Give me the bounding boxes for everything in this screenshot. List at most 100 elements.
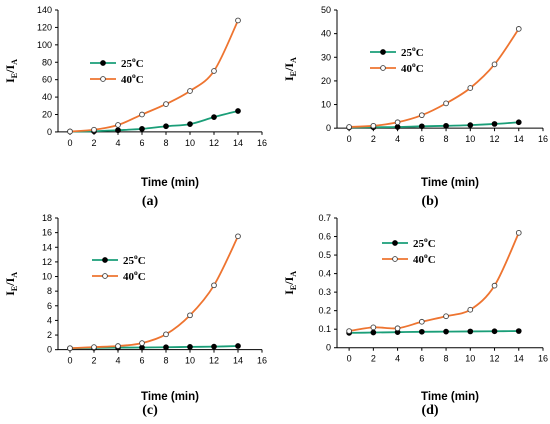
x-tick-label: 10 [185,138,195,148]
y-tick-label: 2 [47,330,52,340]
series-40c-point [235,17,241,24]
legend-label: 40oC [413,251,436,266]
chart-panel-d: 0 2 4 6 8 10 12 14 16 0 0.1 0.2 0.3 0.4 0.5 0.6 0.7 Time … [282,213,548,418]
y-axis-title: IE/IA [3,272,19,296]
legend-label: 25oC [121,55,144,70]
legend-entry-25c: 25oC [370,44,424,59]
y-tick-label: 16 [42,228,52,238]
y-tick-label: 0.1 [318,324,331,334]
series-40c-point [418,112,425,119]
series-40c-point [211,282,217,289]
series-40c-point [91,344,97,350]
series-25c-point [515,119,522,126]
x-axis-title: Time (min) [421,391,479,403]
x-tick-label: 10 [465,354,475,364]
legend-entry-25c: 25oC [382,235,436,250]
x-tick-label: 16 [538,134,548,144]
series-40c-point [443,313,449,320]
series-40c-point [418,318,425,325]
y-tick-label: 20 [321,76,331,86]
legend-marker [100,76,106,82]
series-40c-point [187,312,193,319]
x-tick-label: 6 [139,356,144,366]
series-25c-point [515,328,522,334]
series-40c-point [491,282,498,289]
y-tick-label: 0 [47,127,52,137]
series-25c-point [163,123,169,130]
legend-marker [102,257,108,263]
series-40c-point [491,61,498,68]
legend-label: 40oC [123,268,146,283]
y-tick-label: 12 [42,257,52,267]
legend-label: 40oC [121,71,144,86]
y-tick-label: 10 [321,100,331,110]
series-25c-point [467,122,474,128]
series-40c-point [163,331,169,338]
legend-marker [102,273,108,279]
legend-label: 25oC [401,44,424,59]
panel-caption: (c) [142,403,158,418]
x-tick-label: 12 [490,134,500,144]
series-25c-point [443,328,449,335]
panel-caption: (b) [421,194,438,209]
panel-caption: (d) [421,403,438,418]
series-40c-point [139,111,145,118]
y-tick-label: 14 [42,242,52,252]
series-40c-point [394,325,401,332]
x-tick-label: 6 [419,354,424,364]
panel-caption: (a) [142,194,159,209]
x-tick-label: 14 [514,354,524,364]
x-tick-label: 4 [115,356,120,366]
x-tick-label: 2 [91,356,96,366]
series-25c-point [115,127,121,134]
y-tick-label: 30 [321,52,331,62]
x-tick-label: 6 [139,138,144,148]
y-tick-label: 8 [47,286,52,296]
x-tick-label: 12 [209,138,219,148]
x-tick-label: 2 [371,134,376,144]
x-tick-label: 16 [257,356,267,366]
x-tick-label: 2 [371,354,376,364]
legend-label: 40oC [401,60,424,75]
y-tick-label: 10 [42,272,52,282]
series-25c-point [443,122,449,129]
chart-panel-a: 0 2 4 6 8 10 12 14 16 0 20 40 60 80 100 120 140 Time (min… [3,5,267,209]
legend-label: 25oC [413,235,436,250]
legend-entry-40c: 40oC [90,71,144,86]
series-25c-point [418,328,425,335]
series-40c-point [346,328,352,334]
y-tick-label: 100 [37,40,52,50]
y-tick-label: 40 [42,92,52,102]
y-tick-label: 0 [326,123,331,133]
series-25c-point [491,328,498,335]
x-tick-label: 8 [163,356,168,366]
legend-entry-40c: 40oC [382,251,436,266]
x-tick-label: 4 [395,354,400,364]
series-40c-point [467,85,474,91]
y-tick-label: 60 [42,75,52,85]
y-tick-label: 20 [42,110,52,120]
y-tick-label: 120 [37,22,52,32]
y-tick-label: 0.4 [318,269,331,279]
legend-entry-25c: 25oC [90,55,144,70]
legend-entry-40c: 40oC [92,268,146,283]
x-tick-label: 0 [347,354,352,364]
series-40c-point [370,324,377,331]
y-tick-label: 0.3 [318,287,331,297]
x-tick-label: 16 [257,138,267,148]
series-25c-point [235,108,241,114]
series-40c-line [349,28,520,128]
series-40c-point [370,122,377,129]
legend-label: 25oC [123,252,146,267]
x-axis-title: Time (min) [141,177,199,189]
x-tick-label: 8 [163,138,168,148]
y-tick-label: 140 [37,5,52,15]
series-40c-line [69,235,239,350]
x-tick-label: 14 [233,356,243,366]
x-tick-label: 4 [115,138,120,148]
chart-panel-c: 0 2 4 6 8 10 12 14 16 0 2 4 6 8 10 12 14 16 18 Time (min) IE… [3,213,267,418]
legend-marker [100,60,106,66]
series-40c-point [515,26,522,32]
x-tick-label: 8 [444,134,449,144]
